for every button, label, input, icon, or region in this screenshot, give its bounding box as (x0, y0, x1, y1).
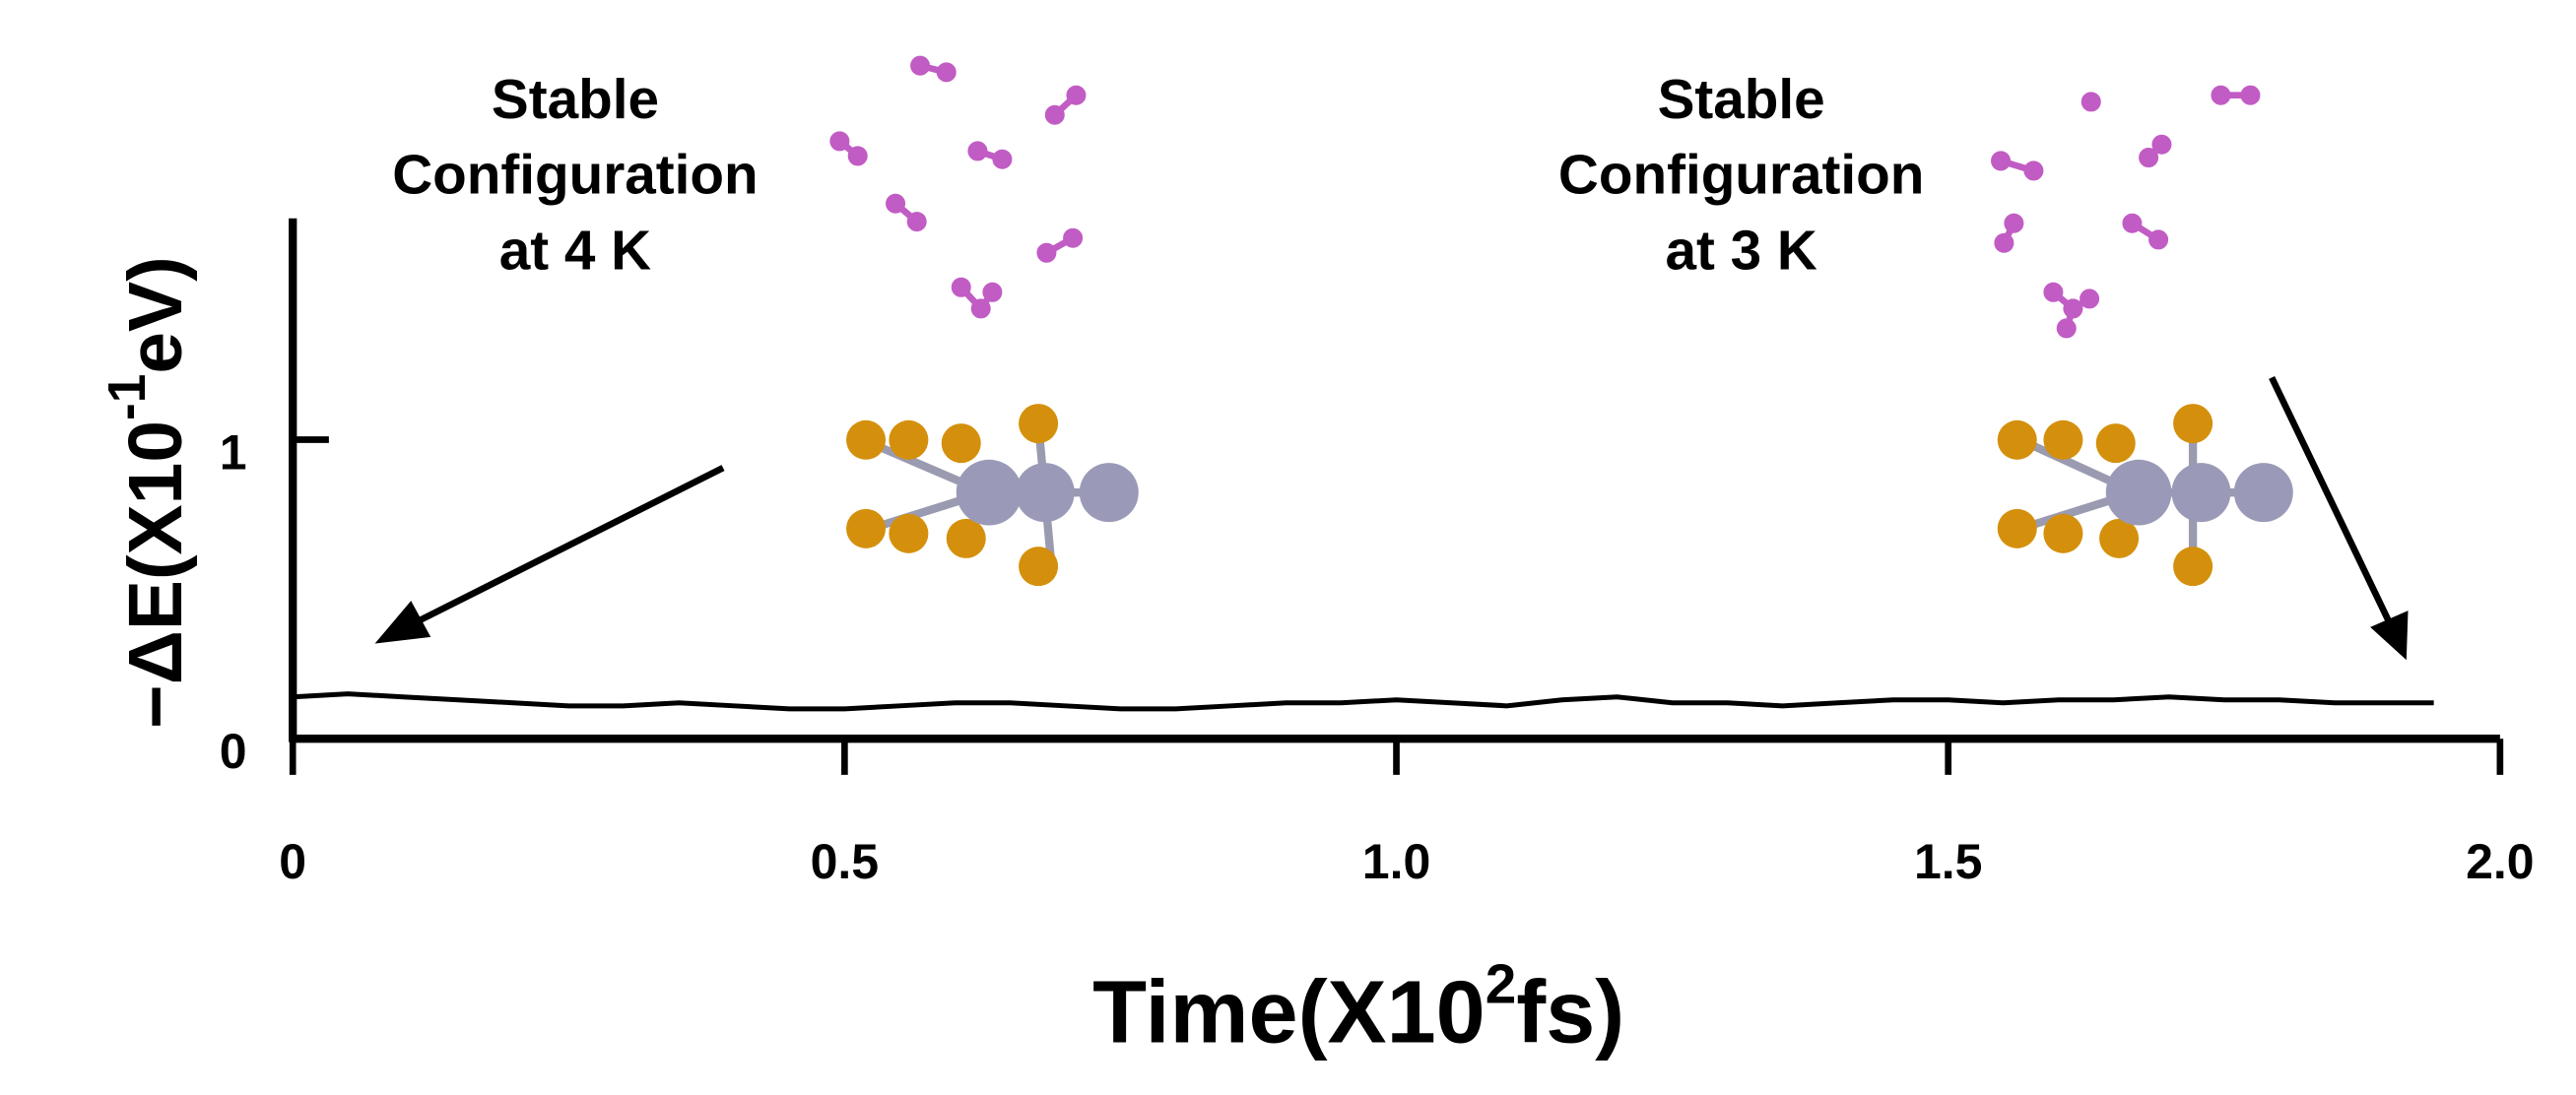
annotation-line: Stable (1658, 69, 1825, 131)
annotation-line: at 4 K (499, 220, 651, 282)
data-line (293, 691, 2434, 712)
x-tick-label: 0.5 (811, 834, 880, 889)
annotation-line: at 3 K (1665, 220, 1816, 282)
annotation: Stable Configuration at 4 K (392, 69, 758, 282)
molecule-left (829, 55, 1139, 587)
x-tick-label: 1.0 (1362, 834, 1431, 889)
x-axis-label-text: Time(X10 (1092, 964, 1486, 1063)
annotation: Stable Configuration at 3 K (1558, 69, 1924, 282)
arrow (374, 465, 725, 644)
x-tick-label: 0 (279, 834, 306, 889)
annotation-line: Stable (492, 69, 659, 131)
x-axis-label-tail: fs) (1516, 964, 1624, 1063)
y-axis-label-text: −ΔE(X10 (114, 420, 198, 729)
x-axis-label: Time(X102fs) (1092, 954, 1624, 1063)
y-axis-label-sup: -1 (99, 374, 157, 420)
x-tick-label: 1.5 (1914, 834, 1983, 889)
annotation-line: Configuration (1558, 145, 1924, 207)
x-tick-label: 2.0 (2466, 834, 2535, 889)
y-axis-label: −ΔE(X10-1eV) (99, 256, 198, 729)
annotation-line: Configuration (392, 145, 758, 207)
y-tick-label: 0 (220, 724, 247, 779)
y-axis-label-tail: eV) (114, 256, 198, 373)
molecule-right (1991, 85, 2293, 587)
arrow (2269, 376, 2409, 661)
y-tick-label: 1 (220, 425, 247, 481)
x-axis-label-sup: 2 (1486, 954, 1517, 1016)
